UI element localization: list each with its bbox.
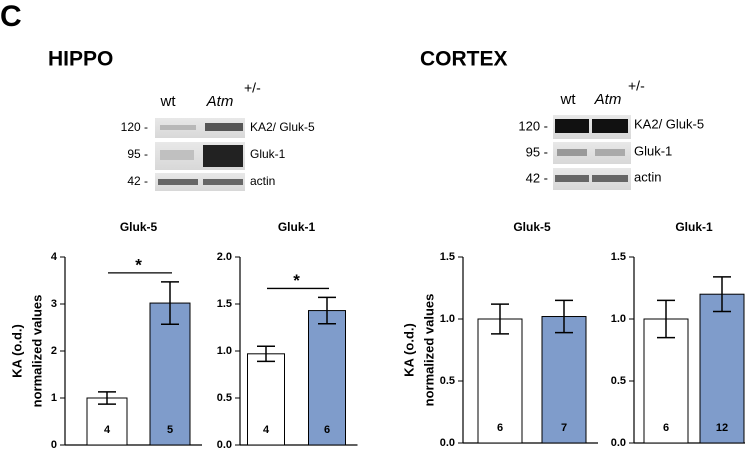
error-bar <box>257 345 275 363</box>
significance-star: * <box>135 255 142 274</box>
error-bar <box>657 299 675 339</box>
y-tick-label: 0.0 <box>611 437 626 449</box>
error-bar <box>555 299 573 334</box>
n-label: 4 <box>104 424 111 436</box>
molecular-weight: 42 - <box>127 174 148 188</box>
blot <box>155 118 245 191</box>
y-tick-label: 1.5 <box>611 251 626 263</box>
chart-title: Gluk-1 <box>675 220 713 234</box>
bar <box>86 397 128 446</box>
blot-label: actin <box>250 174 275 188</box>
y-tick-label: 3 <box>51 298 57 310</box>
blot-label: Gluk-1 <box>250 147 286 161</box>
molecular-weight: 95 - <box>526 144 548 159</box>
significance-star: * <box>293 271 300 290</box>
molecular-weight: 42 - <box>526 170 548 185</box>
y-tick-label: 1.0 <box>440 313 455 325</box>
y-tick-label: 4 <box>51 251 58 263</box>
y-tick-label: 2 <box>51 345 57 357</box>
blot-label: KA2/ Gluk-5 <box>250 120 315 134</box>
y-tick-label: 1.0 <box>611 313 626 325</box>
n-label: 5 <box>167 424 173 436</box>
genotype: wt <box>560 91 577 108</box>
n-label: 6 <box>324 424 330 436</box>
blot-label: Gluk-1 <box>634 143 672 158</box>
error-bar <box>491 303 509 335</box>
y-tick-label: 0.0 <box>217 439 232 451</box>
bar <box>477 318 523 444</box>
y-tick-label: 0.5 <box>440 375 455 387</box>
genotype: wt <box>160 93 177 110</box>
y-tick-label: 1.5 <box>217 298 232 310</box>
section-title: HIPPO <box>48 48 113 71</box>
bar <box>247 353 285 446</box>
bar <box>699 293 745 444</box>
bar <box>541 316 587 444</box>
y-axis-label: KA (o.d.) <box>9 324 24 378</box>
molecular-weight: 120 - <box>518 118 548 133</box>
y-tick-label: 1.0 <box>217 345 232 357</box>
y-tick-label: 0.5 <box>611 375 626 387</box>
molecular-weight: 120 - <box>121 120 148 134</box>
genotype: Atm <box>594 91 622 108</box>
chart-title: Gluk-5 <box>513 220 551 234</box>
y-tick-label: 1 <box>51 392 57 404</box>
panel-label: C <box>0 0 22 33</box>
n-label: 12 <box>716 422 728 434</box>
error-bar <box>318 296 336 325</box>
genotype-superscript: +/- <box>244 80 261 96</box>
y-tick-label: 2.0 <box>217 251 232 263</box>
n-label: 4 <box>263 424 270 436</box>
genotype-superscript: +/- <box>628 78 645 94</box>
chart-title: Gluk-5 <box>120 220 158 234</box>
y-tick-label: 0 <box>51 439 57 451</box>
y-axis-label: normalized values <box>421 294 436 407</box>
blot <box>553 115 631 190</box>
n-label: 6 <box>497 422 503 434</box>
n-label: 6 <box>663 422 669 434</box>
blot-label: KA2/ Gluk-5 <box>634 116 704 131</box>
error-bar <box>713 276 731 313</box>
molecular-weight: 95 - <box>127 147 148 161</box>
y-tick-label: 1.5 <box>440 251 455 263</box>
y-axis-label: KA (o.d.) <box>401 323 416 377</box>
bar <box>308 310 346 446</box>
n-label: 7 <box>561 422 567 434</box>
y-tick-label: 0.0 <box>440 437 455 449</box>
error-bar <box>98 391 116 405</box>
section-title: CORTEX <box>420 48 508 71</box>
genotype: Atm <box>206 93 234 110</box>
bar <box>149 302 191 446</box>
blot-label: actin <box>634 169 661 184</box>
y-axis-label: normalized values <box>29 295 44 408</box>
chart-title: Gluk-1 <box>278 220 316 234</box>
error-bar <box>161 281 179 325</box>
y-tick-label: 0.5 <box>217 392 232 404</box>
